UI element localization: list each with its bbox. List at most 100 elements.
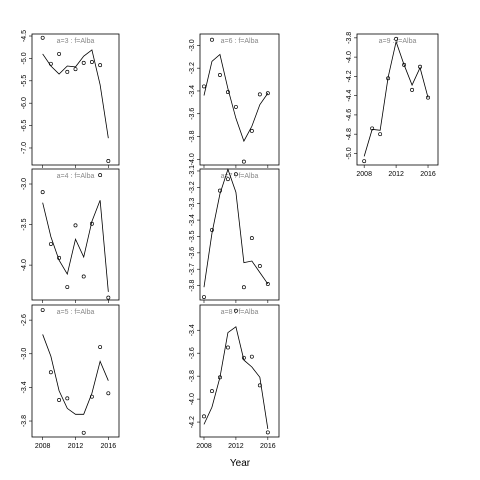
strip-label: a=8 : f=Alba [221, 309, 259, 316]
y-tick-label: -6.5 [21, 119, 28, 131]
y-tick-label: -3.0 [189, 39, 196, 51]
point [249, 354, 254, 359]
point [81, 274, 86, 279]
y-tick-label: -3.4 [21, 381, 28, 393]
point [106, 391, 111, 396]
panel [31, 304, 120, 438]
y-tick-label: -7.0 [21, 142, 28, 154]
point [65, 285, 70, 289]
point [57, 51, 62, 56]
point [202, 84, 206, 89]
panel [31, 33, 120, 166]
point [81, 430, 86, 435]
point [249, 236, 254, 241]
point [225, 345, 230, 350]
y-tick-label: -3.4 [189, 214, 196, 226]
strip-label: a=4 : f=Alba [57, 173, 95, 180]
point [202, 295, 206, 300]
point [257, 263, 262, 268]
point [241, 159, 246, 164]
strip-label: a=3 : f=Alba [57, 38, 95, 45]
point [202, 414, 206, 419]
y-tick-label: -2.6 [21, 314, 28, 326]
fit-line [42, 334, 109, 415]
point [217, 188, 222, 193]
fit-line [203, 326, 269, 430]
point [217, 73, 222, 77]
x-axis-label: Year [230, 458, 251, 469]
point [98, 63, 103, 68]
y-tick-label: -3.8 [21, 415, 28, 427]
point [233, 308, 238, 313]
y-tick-label: -4.2 [189, 416, 196, 428]
y-tick-label: -4.8 [346, 128, 353, 140]
point [426, 95, 430, 100]
fit-line [203, 53, 269, 143]
point [57, 398, 62, 402]
strip-label: a=7 : f=Alba [221, 173, 259, 180]
point [40, 308, 45, 312]
y-tick-label: -3.4 [189, 324, 196, 336]
y-tick-label: -3.8 [346, 32, 353, 44]
y-tick-label: -4.5 [21, 30, 28, 42]
strip-label: a=5 : f=Alba [57, 309, 95, 316]
strip-label: a=9 : f=Alba [379, 38, 417, 45]
y-tick-label: -3.4 [189, 85, 196, 97]
point [48, 370, 53, 375]
y-tick-label: -6.0 [21, 97, 28, 109]
point [210, 389, 214, 394]
y-tick-label: -3.3 [189, 198, 196, 210]
point [65, 69, 70, 74]
fit-line [363, 40, 429, 157]
y-tick-label: -3.1 [189, 165, 196, 177]
point [225, 90, 230, 95]
y-tick-label: -4.0 [21, 259, 28, 271]
y-tick-label: -4.0 [346, 51, 353, 63]
point [233, 104, 238, 109]
y-tick-label: -3.0 [21, 178, 28, 190]
y-tick-label: -3.7 [189, 263, 196, 275]
point [394, 36, 399, 41]
y-tick-label: -3.6 [189, 108, 196, 120]
point [241, 285, 246, 290]
point [40, 35, 45, 40]
y-tick-label: -4.0 [189, 153, 196, 165]
point [106, 159, 111, 163]
point [98, 173, 103, 178]
fit-line [203, 168, 269, 288]
point [265, 430, 270, 435]
panel [199, 304, 280, 438]
x-tick-label: 2016 [420, 171, 436, 178]
point [402, 62, 407, 67]
point [410, 87, 415, 92]
panel [356, 33, 439, 166]
fit-line [42, 200, 109, 292]
point [265, 282, 270, 286]
x-tick-label: 2012 [388, 171, 404, 178]
point [378, 132, 383, 137]
y-tick-label: -5.5 [21, 75, 28, 87]
point [233, 172, 238, 177]
y-tick-label: -4.0 [189, 393, 196, 405]
panel [199, 168, 280, 301]
x-tick-label: 2016 [101, 443, 117, 450]
y-tick-label: -3.8 [189, 370, 196, 382]
y-tick-label: -4.4 [346, 90, 353, 102]
y-tick-label: -4.6 [346, 109, 353, 121]
y-tick-label: -3.5 [21, 218, 28, 230]
point [362, 159, 367, 164]
y-tick-label: -3.6 [189, 247, 196, 259]
y-tick-label: -3.8 [189, 279, 196, 291]
fit-line [42, 49, 109, 139]
point [48, 242, 53, 246]
strip-label: a=6 : f=Alba [221, 38, 259, 45]
point [106, 295, 111, 300]
x-tick-label: 2008 [35, 443, 51, 450]
x-tick-label: 2008 [356, 171, 372, 178]
point [81, 60, 86, 65]
y-tick-label: -3.8 [189, 130, 196, 142]
point [65, 396, 70, 401]
point [225, 177, 230, 182]
point [249, 128, 254, 133]
panel [31, 168, 120, 301]
